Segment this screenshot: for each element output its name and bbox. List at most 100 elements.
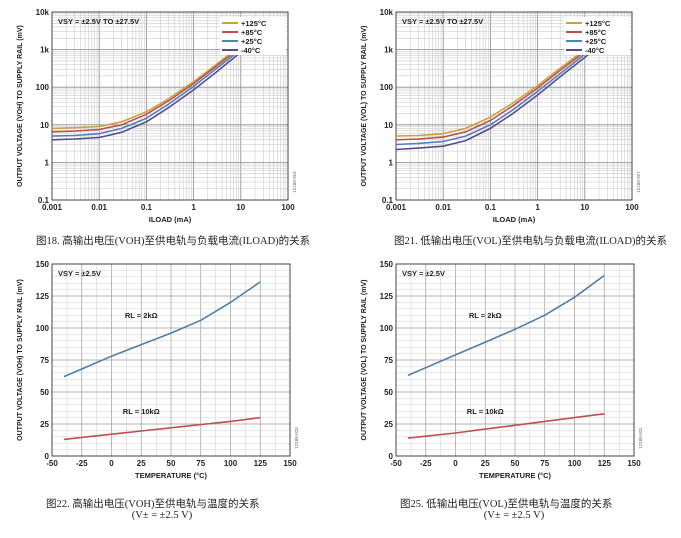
x-axis-label: ILOAD (mA) [493, 215, 536, 224]
x-axis-label: TEMPERATURE (°C) [479, 471, 552, 480]
caption-fig22-condition: (V± = ±2.5 V) [131, 510, 193, 521]
x-tick-label: 0 [109, 459, 114, 468]
x-tick-label: 0.1 [141, 203, 153, 212]
y-axis-label: OUTPUT VOLTAGE (VOL) TO SUPPLY RAIL (mV) [361, 280, 368, 441]
y-axis-label: OUTPUT VOLTAGE (VOH) TO SUPPLY RAIL (mV) [17, 25, 24, 187]
series-label-1: RL = 10kΩ [467, 407, 504, 416]
y-tick-labels: 0.1 1 10 100 1k 10k [380, 8, 394, 205]
caption-fig22: 图22. 高输出电压(VOH)至供电轨与温度的关系 [46, 499, 260, 510]
x-tick-label: -25 [420, 459, 432, 468]
x-tick-label: 0.001 [42, 203, 63, 212]
x-tick-label: 100 [625, 203, 639, 212]
x-tick-label: 50 [511, 459, 520, 468]
y-tick-labels: 0 25 50 75 100 125 150 [36, 260, 50, 461]
y-tick-label: 150 [380, 260, 394, 269]
y-tick-label: 0.1 [38, 196, 50, 205]
y-tick-label: 25 [40, 420, 49, 429]
condition-label: VSY = ±2.5V TO ±27.5V [58, 17, 139, 26]
y-tick-label: 125 [380, 292, 394, 301]
x-tick-label: 0.01 [91, 203, 107, 212]
y-tick-label: 75 [40, 356, 49, 365]
figure-code: 12188-031 [638, 427, 643, 449]
condition-label: VSY = ±2.5V [402, 269, 445, 278]
y-tick-label: 150 [36, 260, 50, 269]
y-tick-label: 100 [36, 324, 50, 333]
figure-code: 12188-028 [294, 427, 299, 449]
figure-code: 12188-027 [636, 171, 641, 193]
caption-fig21: 图21. 低输出电压(VOL)至供电轨与负载电流(ILOAD)的关系 [394, 236, 667, 247]
series-label-0: RL = 2kΩ [125, 311, 158, 320]
x-tick-label: 0.001 [386, 203, 407, 212]
y-tick-label: 10 [40, 121, 49, 130]
x-tick-label: 10 [236, 203, 245, 212]
y-tick-label: 125 [36, 292, 50, 301]
y-tick-label: 100 [380, 83, 394, 92]
plot-frame [51, 11, 289, 201]
x-tick-label: 125 [598, 459, 612, 468]
series-label-0: RL = 2kΩ [469, 311, 502, 320]
x-tick-labels: -50 -25 0 25 50 75 100 125 150 [390, 459, 641, 468]
y-axis-label: OUTPUT VOLTAGE (VOL) TO SUPPLY RAIL (mV) [361, 26, 368, 187]
legend: +125°C+85°C+25°C-40°C [564, 17, 630, 55]
y-tick-label: 0 [45, 452, 50, 461]
series-label-1: RL = 10kΩ [123, 407, 160, 416]
x-tick-label: 0 [453, 459, 458, 468]
x-axis-label: ILOAD (mA) [149, 215, 192, 224]
series-line-0 [407, 274, 605, 377]
x-tick-label: 75 [540, 459, 549, 468]
legend-label-3: -40°C [241, 46, 261, 55]
y-tick-labels: 0.1 1 10 100 1k 10k [36, 8, 50, 205]
x-tick-label: 25 [137, 459, 146, 468]
y-tick-label: 1 [45, 158, 50, 167]
figure-code: 12188-024 [292, 171, 297, 193]
chart-fig21-vout-low-vs-iload: 0.001 0.01 0.1 1 10 100 0.1 1 10 100 1k 10k ILOAD (m… [361, 8, 641, 224]
chart-fig25-vout-low-vs-temperature: -50 -25 0 25 50 75 100 125 150 0 25 50 75 100 125 150 TE… [361, 260, 643, 480]
x-tick-labels: -50 -25 0 25 50 75 100 125 150 [46, 459, 297, 468]
x-tick-label: 0.01 [435, 203, 451, 212]
x-tick-label: 150 [283, 459, 297, 468]
condition-label: VSY = ±2.5V TO ±27.5V [402, 17, 483, 26]
y-tick-label: 75 [384, 356, 393, 365]
legend-label-3: -40°C [585, 46, 605, 55]
chart-fig18-vout-high-vs-iload: 0.001 0.01 0.1 1 10 100 0.1 1 10 100 1k 10k ILOAD (m… [17, 8, 297, 224]
legend-label-2: +25°C [241, 37, 263, 46]
series-line-1 [63, 416, 261, 441]
y-tick-label: 50 [40, 388, 49, 397]
x-tick-label: 100 [224, 459, 238, 468]
series-line-1 [407, 413, 605, 439]
grid-lines [395, 263, 635, 457]
y-tick-label: 100 [36, 83, 50, 92]
x-tick-label: -50 [390, 459, 402, 468]
y-tick-label: 0 [389, 452, 394, 461]
y-tick-label: 1k [384, 46, 393, 55]
legend-label-1: +85°C [241, 28, 263, 37]
y-tick-labels: 0 25 50 75 100 125 150 [380, 260, 394, 461]
x-tick-label: 75 [196, 459, 205, 468]
chart-fig22-vout-high-vs-temperature: -50 -25 0 25 50 75 100 125 150 0 25 50 75 100 125 150 TE… [17, 260, 299, 480]
caption-fig18: 图18. 高输出电压(VOH)至供电轨与负载电流(ILOAD)的关系 [36, 236, 311, 247]
legend-label-2: +25°C [585, 37, 607, 46]
x-tick-label: 25 [481, 459, 490, 468]
x-tick-label: 1 [191, 203, 196, 212]
x-tick-label: 0.1 [485, 203, 497, 212]
legend-label-1: +85°C [585, 28, 607, 37]
grid-lines [51, 12, 288, 201]
plot-frame [395, 263, 635, 457]
x-tick-label: 125 [254, 459, 268, 468]
y-tick-label: 1k [40, 46, 49, 55]
series-line-0 [63, 281, 261, 378]
y-tick-label: 1 [389, 158, 394, 167]
x-tick-label: 150 [627, 459, 641, 468]
y-tick-label: 25 [384, 420, 393, 429]
x-tick-label: -25 [76, 459, 88, 468]
y-tick-label: 10k [36, 8, 50, 17]
x-tick-label: 100 [568, 459, 582, 468]
plot-frame [51, 263, 291, 457]
x-tick-labels: 0.001 0.01 0.1 1 10 100 [386, 203, 639, 212]
caption-fig25: 图25. 低输出电压(VOL)至供电轨与温度的关系 [400, 499, 613, 510]
legend: +125°C+85°C+25°C-40°C [220, 17, 286, 55]
x-tick-label: 1 [535, 203, 540, 212]
plot-frame [395, 11, 633, 201]
x-tick-label: 50 [167, 459, 176, 468]
